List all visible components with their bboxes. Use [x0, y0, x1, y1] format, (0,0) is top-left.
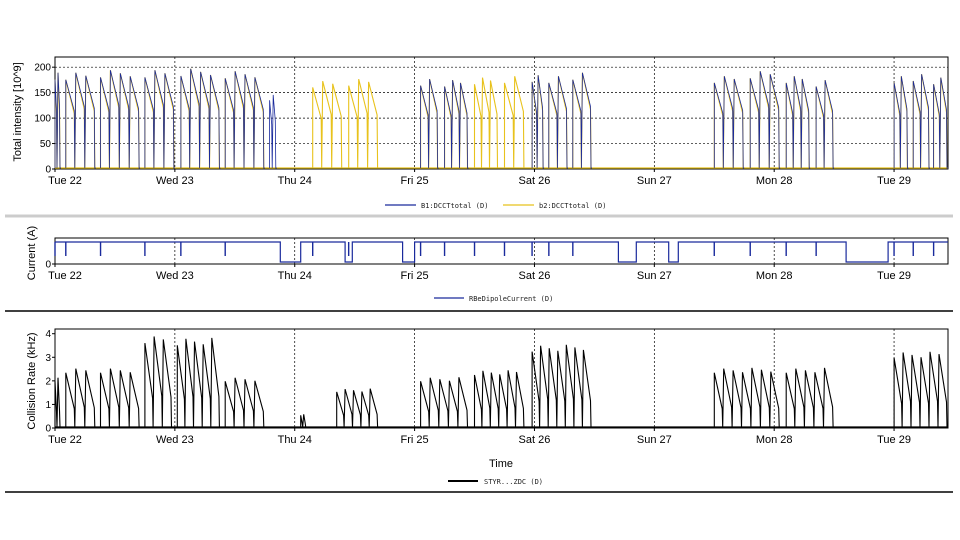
- current-trace: [55, 241, 948, 263]
- intensity-fill-b1: [933, 77, 948, 169]
- collision-fill: [224, 377, 265, 428]
- intensity-fill-b2: [312, 80, 343, 169]
- collision-fill: [893, 351, 948, 428]
- collision-fill: [531, 344, 592, 428]
- y-tick-label: 0: [45, 260, 51, 271]
- intensity-fill-b1: [224, 71, 265, 169]
- intensity-fill-b1: [713, 76, 745, 169]
- intensity-y-ticks: 0 50 100 150 200: [34, 63, 55, 176]
- x-tick-label: Fri 25: [401, 270, 429, 282]
- legend-b2-label: b2:DCCTtotal (D): [539, 202, 606, 210]
- current-y-axis-title: Current (A): [26, 226, 38, 280]
- intensity-fill-b2: [473, 77, 499, 169]
- x-tick-label: Sat 26: [519, 434, 551, 446]
- collision-fill: [420, 377, 469, 428]
- x-tick-label: Mon 28: [756, 434, 793, 446]
- intensity-fill-b1: [815, 80, 835, 169]
- intensity-fill-b1: [548, 76, 568, 169]
- intensity-legend: B1:DCCTtotal (D) b2:DCCTtotal (D): [385, 202, 606, 210]
- intensity-grid: [55, 57, 948, 169]
- x-tick-label: Tue 22: [48, 434, 82, 446]
- intensity-fill-b1: [912, 74, 930, 169]
- current-y-ticks: 0: [45, 260, 55, 271]
- y-tick-label: 2: [45, 376, 51, 387]
- intensity-fill-b1: [420, 79, 439, 169]
- x-tick-label: Mon 28: [756, 175, 793, 187]
- x-tick-label: Sat 26: [519, 175, 551, 187]
- collision-fill: [473, 370, 525, 428]
- intensity-fill-b1: [531, 75, 545, 169]
- x-tick-label: Thu 24: [278, 434, 312, 446]
- intensity-fill-b1: [180, 68, 221, 169]
- x-tick-label: Tue 22: [48, 270, 82, 282]
- collision-y-axis-title: Collision Rate (kHz): [26, 332, 38, 429]
- intensity-fill-b1: [65, 72, 96, 169]
- y-tick-label: 50: [40, 139, 52, 150]
- x-tick-label: Sun 27: [637, 434, 672, 446]
- legend-b1-label: B1:DCCTtotal (D): [421, 202, 488, 210]
- intensity-fill-b1: [444, 80, 469, 169]
- legend-collision-label: STYR...ZDC (D): [484, 478, 543, 486]
- intensity-fill-b1: [100, 70, 141, 169]
- collision-fill: [713, 367, 781, 428]
- x-tick-label: Tue 22: [48, 175, 82, 187]
- intensity-fill-b2: [348, 78, 379, 169]
- y-tick-label: 100: [34, 114, 51, 125]
- intensity-y-axis-title: Total intensity [10^9]: [12, 62, 24, 161]
- intensity-fill-b1: [749, 71, 781, 169]
- intensity-x-ticks: Tue 22 Wed 23 Thu 24 Fri 25 Sat 26 Sun 27 Mon …: [48, 169, 911, 187]
- y-tick-label: 4: [45, 329, 51, 340]
- collision-y-ticks: 0 1 2 3 4: [45, 329, 55, 435]
- x-tick-label: Wed 23: [156, 270, 194, 282]
- collision-fill: [99, 368, 141, 428]
- x-tick-label: Sat 26: [519, 270, 551, 282]
- collision-series: [54, 336, 948, 428]
- y-tick-label: 150: [34, 88, 51, 99]
- collision-fill: [65, 368, 96, 428]
- collision-fill: [785, 367, 835, 428]
- current-x-ticks: Tue 22 Wed 23 Thu 24 Fri 25 Sat 26 Sun 27 Mon …: [48, 264, 911, 282]
- x-tick-label: Thu 24: [278, 175, 312, 187]
- current-legend: RBeDipoleCurrent (D): [434, 295, 553, 303]
- collision-panel: 0 1 2 3 4 Tue 22 Wed 23 Thu 24 Fri 25 Sat 26 Sun …: [26, 328, 949, 486]
- x-tick-label: Fri 25: [401, 175, 429, 187]
- current-series: [54, 241, 948, 263]
- collision-fill: [176, 337, 221, 428]
- x-tick-label: Fri 25: [401, 434, 429, 446]
- intensity-plot-frame: [54, 56, 949, 170]
- x-tick-label: Sun 27: [637, 175, 672, 187]
- y-tick-label: 1: [45, 400, 51, 411]
- intensity-fill-b1: [893, 76, 909, 169]
- y-tick-label: 0: [45, 165, 51, 176]
- y-tick-label: 3: [45, 353, 51, 364]
- intensity-fill-b2: [503, 76, 525, 169]
- intensity-fill-b1: [572, 72, 592, 169]
- collision-fill: [54, 377, 61, 428]
- intensity-series-b1: [54, 68, 948, 169]
- x-tick-label: Thu 24: [278, 270, 312, 282]
- collision-x-axis-title: Time: [489, 458, 513, 470]
- x-tick-label: Wed 23: [156, 175, 194, 187]
- collision-fill: [300, 414, 307, 428]
- x-tick-label: Tue 29: [877, 270, 911, 282]
- x-tick-label: Tue 29: [877, 434, 911, 446]
- x-tick-label: Sun 27: [637, 270, 672, 282]
- y-tick-label: 200: [34, 63, 51, 74]
- intensity-panel: 0 50 100 150 200 Tue 22 Wed 23 Thu 24 Fri 25 Sat…: [12, 56, 949, 210]
- collision-x-ticks: Tue 22 Wed 23 Thu 24 Fri 25 Sat 26 Sun 27 Mon …: [48, 428, 911, 446]
- y-tick-label: 0: [45, 424, 51, 435]
- intensity-fill-b1: [785, 76, 811, 169]
- x-tick-label: Wed 23: [156, 434, 194, 446]
- collision-legend: STYR...ZDC (D): [448, 478, 543, 486]
- current-panel: 0 Tue 22 Wed 23 Thu 24 Fri 25 Sat 26 Sun 27 Mo…: [26, 226, 949, 303]
- intensity-fill-b1: [269, 94, 277, 169]
- legend-current-label: RBeDipoleCurrent (D): [469, 295, 553, 303]
- x-tick-label: Tue 29: [877, 175, 911, 187]
- intensity-fill-b1: [144, 70, 175, 169]
- intensity-fill-b1: [54, 72, 61, 169]
- collision-fill: [144, 336, 173, 428]
- x-tick-label: Mon 28: [756, 270, 793, 282]
- collision-fill: [336, 388, 379, 428]
